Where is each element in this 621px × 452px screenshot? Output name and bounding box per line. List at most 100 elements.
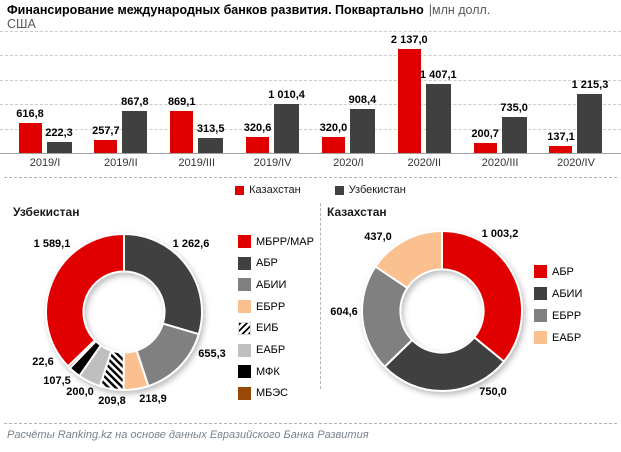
- legend-item-МБРР/МАР: МБРР/МАР: [238, 235, 314, 248]
- bar-Казахстан: [549, 146, 573, 153]
- x-axis-label: 2020/II: [407, 157, 442, 169]
- donut-value-label: 22,6: [32, 356, 54, 368]
- legend-label: ЕБРР: [552, 309, 582, 322]
- bar-Казахстан: [170, 110, 194, 153]
- bar-group: 869,1 313,5: [167, 31, 225, 153]
- donut-slice-АБИИ: [135, 322, 200, 388]
- x-axis-label: 2019/II: [104, 157, 138, 169]
- bar-value-label: 313,5: [196, 122, 225, 135]
- bar-Узбекистан: [425, 84, 451, 153]
- bar-Узбекистан: [349, 108, 375, 153]
- bar-chart-legend: Казахстан Узбекистан: [10, 182, 621, 198]
- bar-group: 257,7 867,8: [92, 31, 149, 153]
- separator-line: [4, 423, 617, 424]
- donut-value-label: 437,0: [364, 231, 392, 243]
- bar-Узбекистан: [122, 110, 148, 153]
- bar-value-label: 616,8: [16, 107, 44, 120]
- bar-value-label: 2 137,0: [390, 33, 428, 46]
- legend-label: АБИИ: [256, 278, 287, 291]
- legend-label: ЕАБР: [552, 331, 582, 344]
- bar-value-label: 1 407,1: [419, 69, 457, 82]
- donut-value-label: 750,0: [479, 386, 507, 398]
- legend-label: МФК: [256, 365, 280, 378]
- donut-slice-АБИИ: [383, 336, 505, 393]
- legend-label: МБЭС: [256, 387, 289, 400]
- bar-value-label: 908,4: [348, 93, 377, 106]
- separator-line: [4, 177, 617, 178]
- gridline: [0, 128, 621, 130]
- x-axis-label: 2019/I: [29, 157, 61, 169]
- bar-group: 320,6 1 010,4: [243, 31, 305, 153]
- bar-Казахстан: [18, 122, 42, 153]
- gridline: [0, 104, 621, 106]
- legend-label: МБРР/МАР: [256, 235, 314, 248]
- donut-value-label: 200,0: [66, 386, 94, 398]
- legend-item-МФК: МФК: [238, 365, 280, 379]
- bar-value-label: 257,7: [92, 125, 120, 138]
- legend-item-АБР: АБР: [534, 265, 574, 278]
- donut-value-label: 604,6: [330, 306, 358, 318]
- donut-value-label: 1 589,1: [33, 238, 71, 250]
- bar-group: 616,8 222,3: [16, 31, 73, 153]
- bar-Узбекистан: [46, 142, 72, 153]
- donut-slice-ЕБРР: [122, 349, 150, 392]
- bar-chart-x-axis: 2019/I 2019/II 2019/III 2019/IV 2020/I 2020/I…: [0, 153, 621, 173]
- bar-value-label: 735,0: [500, 102, 528, 115]
- legend-swatch: [238, 321, 251, 335]
- x-axis-label: 2019/IV: [253, 157, 292, 169]
- legend-item-ЕИБ: ЕИБ: [238, 321, 279, 335]
- legend-item-ЕБРР: ЕБРР: [534, 309, 581, 322]
- donut-value-label: 209,8: [98, 395, 126, 407]
- bar-value-label: 869,1: [167, 95, 196, 108]
- legend-label: ЕАБР: [256, 344, 286, 356]
- bar-value-label: 320,6: [243, 122, 272, 135]
- legend-swatch: [238, 365, 251, 379]
- legend-label: АБР: [552, 265, 574, 278]
- page-title: Финансирование международных банков разв…: [7, 3, 490, 31]
- legend-swatch: [238, 386, 251, 400]
- legend-item-Узбекистан: Узбекистан: [334, 184, 406, 196]
- legend-label: АБР: [256, 257, 278, 270]
- bar-Узбекистан: [577, 93, 603, 153]
- legend-swatch: [534, 331, 547, 344]
- legend-swatch: [238, 343, 251, 357]
- legend-swatch: [238, 278, 251, 292]
- bar-Казахстан: [246, 137, 270, 153]
- title-unit: |млн долл.: [428, 3, 491, 17]
- bar-value-label: 1 215,3: [571, 78, 609, 91]
- legend-label: ЕБРР: [256, 300, 286, 313]
- bar-Казахстан: [397, 48, 421, 153]
- bar-chart: 616,8 222,3 257,7 867,8 869,1 313,5 320,6 1 010…: [0, 31, 621, 154]
- gridline: [0, 31, 621, 32]
- donut-slice-АБР: [441, 230, 523, 363]
- donut-value-label: 218,9: [139, 393, 167, 405]
- bar-Узбекистан: [501, 117, 527, 153]
- gridline: [0, 79, 621, 81]
- legend-item-АБИИ: АБИИ: [238, 278, 287, 292]
- bar-value-label: 867,8: [121, 95, 149, 108]
- donut-slice-ЕАБР: [78, 344, 113, 388]
- legend-label: АБИИ: [552, 287, 583, 300]
- bar-value-label: 137,1: [547, 131, 575, 144]
- bar-value-label: 1 010,4: [268, 88, 305, 101]
- legend-swatch: [534, 287, 547, 300]
- bar-Узбекистан: [198, 137, 224, 153]
- legend-label: ЕИБ: [256, 322, 279, 335]
- bar-Казахстан: [321, 137, 345, 153]
- x-axis-label: 2019/III: [178, 157, 216, 169]
- legend-swatch: [534, 309, 547, 322]
- title-main: Финансирование международных банков разв…: [7, 3, 424, 17]
- legend-swatch: [534, 265, 547, 278]
- bar-value-label: 200,7: [471, 128, 499, 141]
- bar-Казахстан: [94, 140, 118, 153]
- bar-group: 200,7 735,0: [471, 31, 528, 153]
- legend-item-ЕАБР: ЕАБР: [534, 331, 581, 344]
- uzbekistan-donut-panel: Узбекистан 1 262,6 655,3 218,9 209,8 200,0 10…: [0, 203, 320, 425]
- x-axis-label: 2020/IV: [557, 157, 595, 169]
- legend-item-ЕАБР: ЕАБР: [238, 343, 286, 357]
- source-note: Расчёты Ranking.kz на основе данных Евра…: [7, 429, 369, 441]
- uzbekistan-panel-title: Узбекистан: [13, 205, 80, 219]
- title-unit-line2: США: [7, 17, 36, 31]
- bar-value-label: 222,3: [45, 127, 73, 140]
